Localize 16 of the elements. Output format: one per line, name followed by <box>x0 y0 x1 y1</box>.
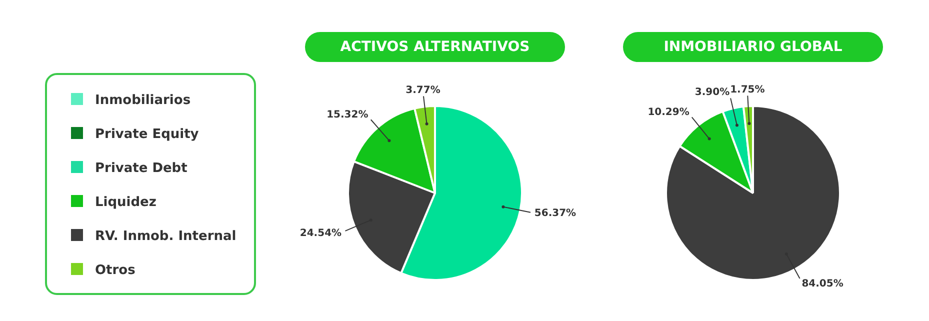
data-label: 56.37% <box>534 208 576 220</box>
chart-title: ACTIVOS ALTERNATIVOS <box>305 32 565 62</box>
category-label: Inmobiliarios <box>95 93 191 108</box>
category-label: RV. Inmob. Internal <box>95 229 236 244</box>
category-label: Private Debt <box>95 161 188 176</box>
chart-title: INMOBILIARIO GLOBAL <box>623 32 883 62</box>
category-label: Liquidez <box>95 195 156 210</box>
data-label: 3.77% <box>406 84 440 96</box>
data-label: 84.05% <box>802 278 844 290</box>
category-label: Private Equity <box>95 127 199 142</box>
data-label: 24.54% <box>300 228 342 239</box>
data-label: 3.90% <box>694 86 730 98</box>
data-label: 10.29% <box>648 107 690 118</box>
data-label: 15.32% <box>326 110 368 121</box>
data-label: 1.75% <box>730 84 765 96</box>
category-label: Otros <box>95 263 136 278</box>
